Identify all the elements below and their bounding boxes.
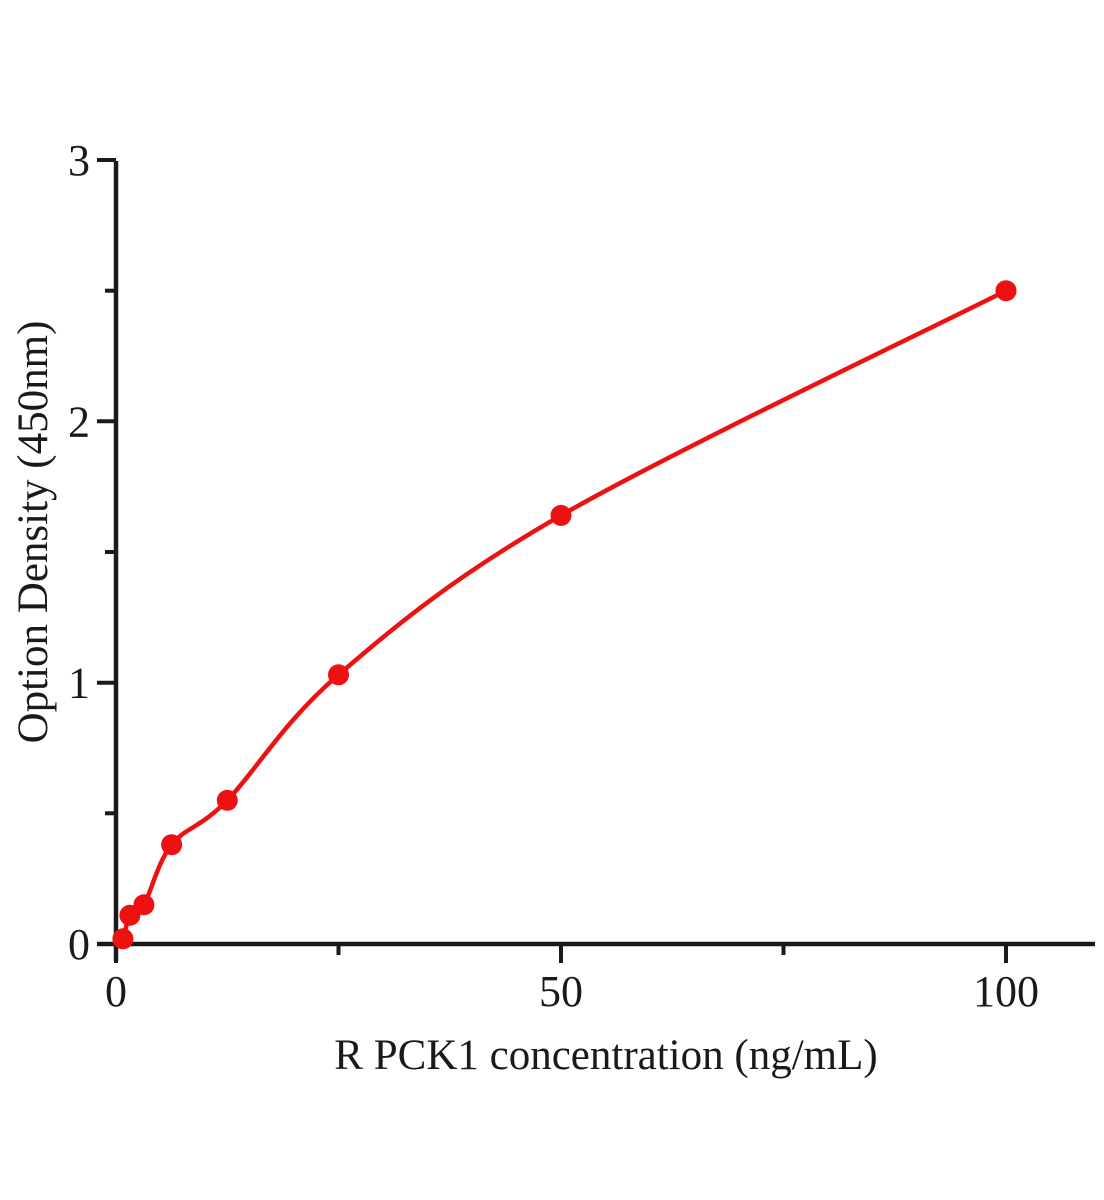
data-point [995,280,1017,302]
y-axis-title: Option Density (450nm) [10,321,57,744]
ticks-layer [97,158,1008,963]
standard-curve-line [113,288,1009,947]
data-point [550,504,572,526]
y-tick-label: 1 [68,659,90,708]
x-axis-title: R PCK1 concentration (ng/mL) [334,1032,877,1079]
data-point [161,834,183,856]
y-tick-label: 0 [68,920,90,969]
tick-labels-layer: 0 50 100 0 1 2 3 [68,136,1039,1016]
axes-layer [97,161,1095,961]
series-layer [112,280,1017,950]
data-point [133,894,155,916]
y-tick-label: 3 [68,136,90,185]
data-point [328,664,349,686]
y-tick-label: 2 [68,397,90,446]
data-point [112,928,134,950]
data-point [216,789,238,811]
x-tick-label: 100 [973,967,1039,1016]
x-tick-label: 0 [105,967,127,1016]
x-tick-label: 50 [539,967,583,1016]
